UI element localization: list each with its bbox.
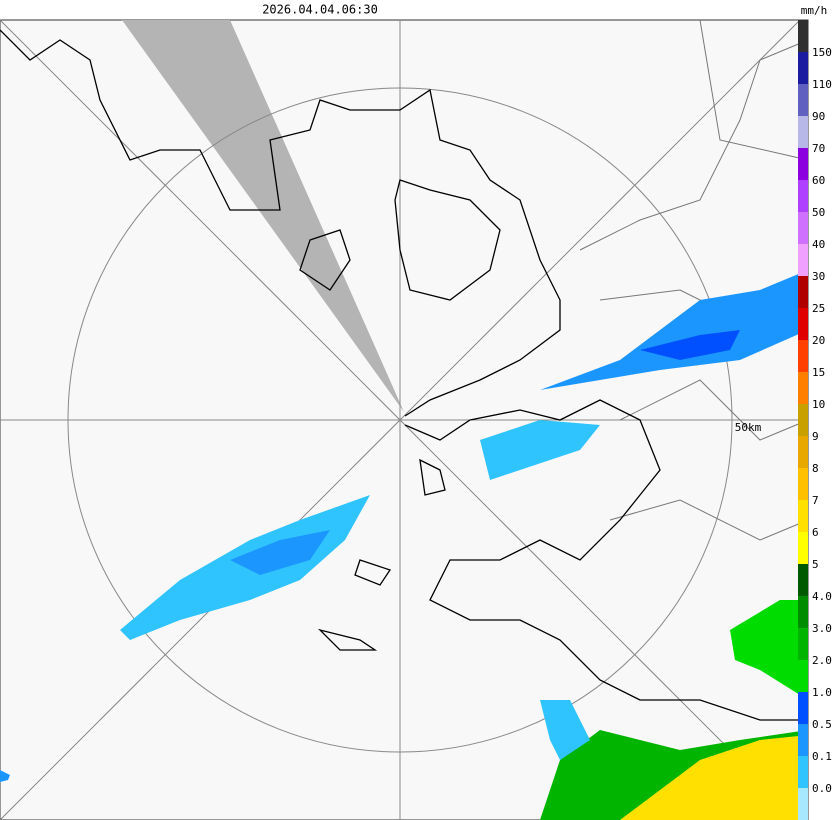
legend-swatch: [798, 404, 808, 436]
legend-label: 60: [812, 174, 825, 187]
legend-swatch: [798, 788, 808, 820]
legend-swatch: [798, 84, 808, 116]
coastline: [0, 29, 561, 417]
legend-label: 30: [812, 270, 825, 283]
legend-swatch: [798, 308, 808, 340]
range-label: 50km: [735, 421, 762, 434]
legend-swatch: [798, 500, 808, 532]
legend-swatch: [798, 756, 808, 788]
legend-label: 20: [812, 334, 825, 347]
axis-line: [0, 19, 801, 820]
legend-swatch: [798, 116, 808, 148]
legend-swatch: [798, 660, 808, 692]
legend-label: 8: [812, 462, 819, 475]
legend-label: 2.0: [812, 654, 832, 667]
legend-label: 1.0: [812, 686, 832, 699]
legend-swatch: [798, 148, 808, 180]
legend-swatch: [798, 212, 808, 244]
legend-label: 25: [812, 302, 825, 315]
legend-swatch: [798, 436, 808, 468]
legend-label: 0.5: [812, 718, 832, 731]
map-features: 50km: [0, 19, 809, 820]
legend-swatch: [798, 340, 808, 372]
legend-label: 150: [812, 46, 832, 59]
legend-swatch: [798, 372, 808, 404]
axis-line: [0, 19, 801, 820]
color-legend: 0.0 0.1 0.5 1.0 2.0 3.0 4.0 5 6 7 8 9 10 15 20 25 30 40 50…: [798, 20, 832, 820]
legend-label: 3.0: [812, 622, 832, 635]
islands: [299, 229, 446, 651]
legend-label: 110: [812, 78, 832, 91]
legend-label: 10: [812, 398, 825, 411]
coastline: [404, 399, 808, 721]
legend-label: 70: [812, 142, 825, 155]
legend-swatch: [798, 276, 808, 308]
timestamp: 2026.04.04.06:30: [262, 3, 378, 17]
legend-label: 6: [812, 526, 819, 539]
legend-swatch: [798, 724, 808, 756]
legend-swatch: [798, 468, 808, 500]
legend-label: 50: [812, 206, 825, 219]
legend-swatch: [798, 180, 808, 212]
unit-label: mm/h: [801, 4, 828, 17]
legend-swatch: [798, 244, 808, 276]
legend-swatch: [798, 532, 808, 564]
legend-label: 90: [812, 110, 825, 123]
legend-label: 0.1: [812, 750, 832, 763]
legend-label: 15: [812, 366, 825, 379]
legend-label: 4.0: [812, 590, 832, 603]
blocked-beam: [122, 20, 404, 412]
legend-swatch: [798, 20, 808, 52]
legend-label: 0.0: [812, 782, 832, 795]
legend-swatch: [798, 564, 808, 596]
legend-label: 7: [812, 494, 819, 507]
legend-swatch: [798, 596, 808, 628]
coastline: [394, 179, 501, 301]
precipitation: [0, 270, 808, 820]
legend-swatch: [798, 52, 808, 84]
legend-swatch: [798, 692, 808, 724]
legend-swatch: [798, 628, 808, 660]
legend-label: 9: [812, 430, 819, 443]
legend-label: 40: [812, 238, 825, 251]
legend-label: 5: [812, 558, 819, 571]
